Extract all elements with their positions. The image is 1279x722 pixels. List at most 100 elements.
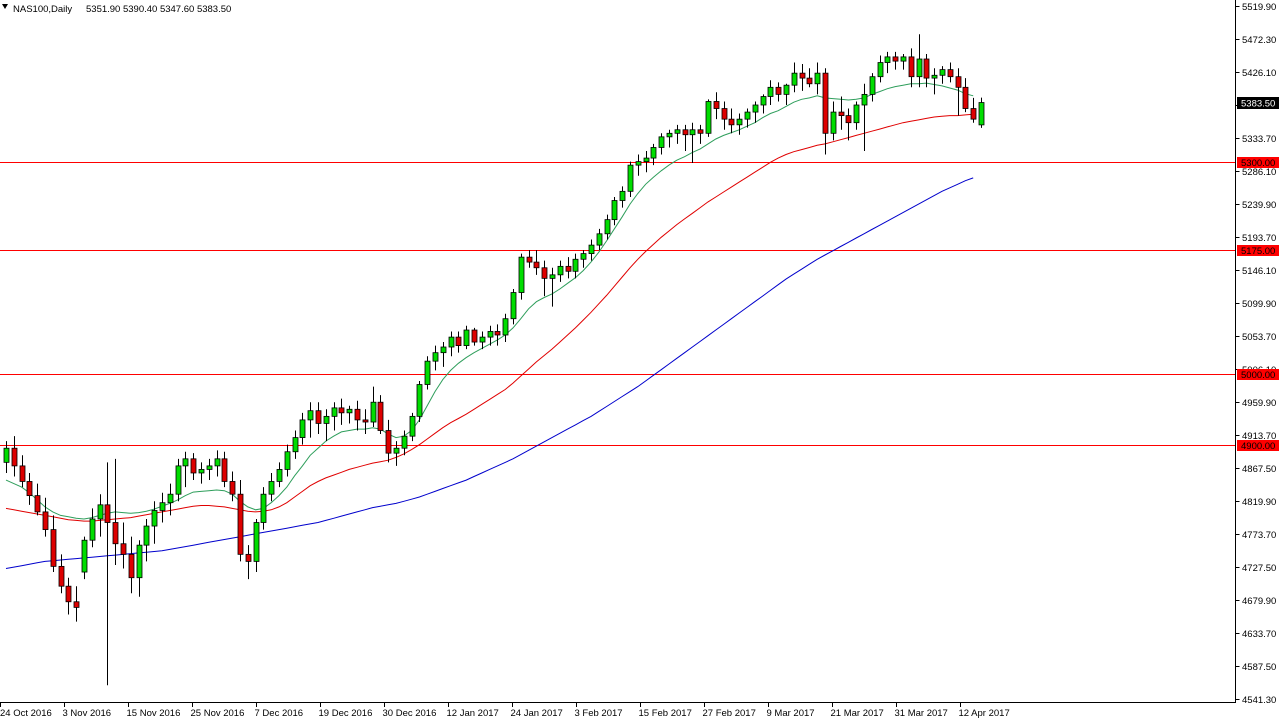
candle xyxy=(877,55,884,83)
level-label: 5000.00 xyxy=(1241,370,1275,381)
time-tick-label: 12 Apr 2017 xyxy=(959,708,1010,719)
candle-body xyxy=(331,407,338,417)
candle xyxy=(151,501,158,544)
candle xyxy=(838,96,845,130)
candle xyxy=(845,108,852,141)
candle-body xyxy=(471,329,478,343)
candle-body xyxy=(315,410,322,424)
candle xyxy=(635,154,642,176)
candle-body xyxy=(362,419,369,423)
candle-body xyxy=(206,465,213,470)
candle-body xyxy=(175,465,182,495)
candle-body xyxy=(221,458,228,482)
candle-body xyxy=(931,74,938,79)
candle xyxy=(767,80,774,105)
candle xyxy=(689,122,696,164)
candle-body xyxy=(385,430,392,454)
candle xyxy=(658,133,665,155)
candle xyxy=(393,441,400,466)
candle-body xyxy=(229,481,236,495)
ohlc-values: 5351.90 5390.40 5347.60 5383.50 xyxy=(86,4,231,15)
level-labels: 5300.00 5175.00 5000.00 4900.00 xyxy=(1237,157,1279,452)
candle-body xyxy=(58,565,65,587)
candle xyxy=(861,83,868,151)
candle-body xyxy=(892,56,899,62)
candle xyxy=(440,342,447,367)
candle xyxy=(572,253,579,279)
candle xyxy=(260,487,267,530)
horizontal-levels xyxy=(0,162,1236,446)
candle-body xyxy=(424,360,431,385)
candle-body xyxy=(970,108,977,120)
candle xyxy=(112,458,119,565)
candle xyxy=(416,380,423,423)
price-tick-label: 5472.30 xyxy=(1242,35,1276,46)
price-tick-label: 5519.90 xyxy=(1242,2,1276,13)
price-tick-label: 5333.70 xyxy=(1242,134,1276,145)
candle xyxy=(650,143,657,166)
candle-body xyxy=(580,253,587,260)
candle xyxy=(338,398,345,425)
level-label-bg xyxy=(1237,157,1279,168)
dropdown-triangle-icon[interactable] xyxy=(2,4,8,9)
candle xyxy=(432,345,439,371)
candle xyxy=(206,458,213,481)
candle xyxy=(198,462,205,484)
price-tick-label: 4587.50 xyxy=(1242,662,1276,673)
candle-body xyxy=(112,522,119,545)
price-tick-label: 5239.90 xyxy=(1242,200,1276,211)
candle xyxy=(549,267,556,307)
candle-body xyxy=(89,518,96,541)
candle-body xyxy=(588,244,595,255)
candle-body xyxy=(853,104,860,124)
candle-body xyxy=(42,511,49,530)
candle-body xyxy=(814,72,821,85)
candle-body xyxy=(323,415,330,424)
current-price-value: 5383.50 xyxy=(1241,99,1275,110)
candle-body xyxy=(557,265,564,276)
candle xyxy=(682,124,689,151)
candle-body xyxy=(643,157,650,163)
moving-average-short xyxy=(5,82,974,520)
time-tick-label: 7 Dec 2016 xyxy=(255,708,304,719)
candle-body xyxy=(736,118,743,126)
candle xyxy=(42,497,49,537)
candle xyxy=(978,97,985,128)
candle-body xyxy=(307,410,314,421)
candle-body xyxy=(143,525,150,546)
candle xyxy=(89,508,96,548)
candle xyxy=(744,108,751,128)
candle xyxy=(791,62,798,93)
candle-body xyxy=(190,458,197,474)
candle-body xyxy=(549,274,556,279)
candle xyxy=(65,577,72,615)
candle-body xyxy=(455,336,462,346)
time-tick-label: 15 Feb 2017 xyxy=(639,708,692,719)
candle xyxy=(221,451,228,488)
candle-body xyxy=(338,407,345,414)
candle-body xyxy=(510,292,517,320)
candle xyxy=(11,436,18,477)
time-tick-label: 3 Nov 2016 xyxy=(63,708,112,719)
candle xyxy=(526,250,533,268)
price-tick-label: 4819.90 xyxy=(1242,497,1276,508)
candle-body xyxy=(377,401,384,431)
time-tick-label: 27 Feb 2017 xyxy=(703,708,756,719)
candle xyxy=(182,451,189,488)
candle-body xyxy=(611,200,618,221)
time-tick-label: 15 Nov 2016 xyxy=(127,708,181,719)
candle-body xyxy=(463,329,470,346)
candle xyxy=(900,54,907,70)
candle xyxy=(510,288,517,325)
candle xyxy=(167,483,174,516)
candle xyxy=(643,150,650,173)
price-tick-label: 4633.70 xyxy=(1242,629,1276,640)
candle xyxy=(955,68,962,116)
candle xyxy=(604,214,611,240)
candle-body xyxy=(541,267,548,279)
price-tick-label: 5146.10 xyxy=(1242,266,1276,277)
candle-body xyxy=(721,108,728,120)
candle xyxy=(853,101,860,130)
candle-body xyxy=(908,56,915,78)
